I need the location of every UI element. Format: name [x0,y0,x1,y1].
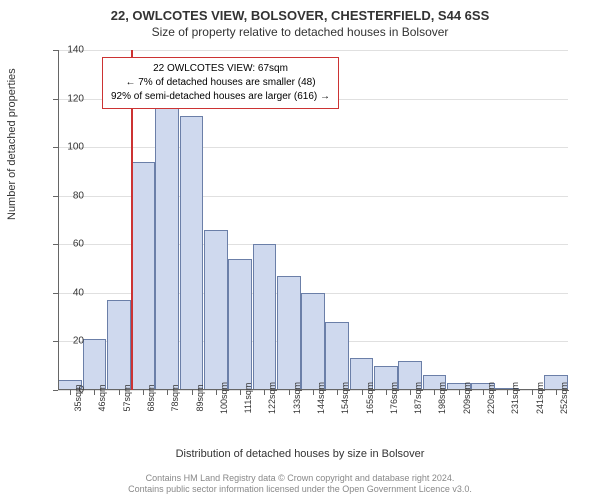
y-tick [53,99,58,100]
x-tick-label: 46sqm [97,384,107,411]
x-tick [362,390,363,395]
x-tick [483,390,484,395]
bar [301,293,325,390]
x-tick-label: 220sqm [486,382,496,414]
x-tick [240,390,241,395]
y-tick-label: 140 [54,45,84,56]
annotation-line2: ← 7% of detached houses are smaller (48) [111,76,330,90]
y-tick-label: 80 [54,190,84,201]
x-tick [289,390,290,395]
y-tick-label: 20 [54,336,84,347]
x-tick [70,390,71,395]
bar [325,322,349,390]
y-tick-label: 60 [54,239,84,250]
credit-line1: Contains HM Land Registry data © Crown c… [0,473,600,485]
y-tick-label: 100 [54,142,84,153]
y-axis-label: Number of detached properties [6,68,18,220]
x-tick-label: 78sqm [170,384,180,411]
x-tick [119,390,120,395]
x-tick [337,390,338,395]
annotation-line3: 92% of semi-detached houses are larger (… [111,90,330,104]
x-tick [434,390,435,395]
bar [155,103,179,390]
x-tick-label: 100sqm [219,382,229,414]
bar [204,230,228,390]
y-tick [53,293,58,294]
x-tick-label: 89sqm [195,384,205,411]
y-tick-label: 40 [54,287,84,298]
bar [131,162,155,390]
bar [107,300,131,390]
page-title: 22, OWLCOTES VIEW, BOLSOVER, CHESTERFIEL… [0,0,600,23]
x-tick-label: 187sqm [413,382,423,414]
x-tick [94,390,95,395]
x-tick [143,390,144,395]
bar [228,259,252,390]
x-tick [386,390,387,395]
x-tick-label: 111sqm [243,383,253,414]
x-tick [507,390,508,395]
y-tick-label: 120 [54,93,84,104]
bar [277,276,301,390]
y-tick [53,244,58,245]
x-tick [556,390,557,395]
x-tick-label: 154sqm [340,382,350,414]
credit-block: Contains HM Land Registry data © Crown c… [0,473,600,496]
x-tick-label: 231sqm [510,382,520,414]
x-tick-label: 198sqm [437,382,447,414]
y-tick [53,50,58,51]
x-tick-label: 133sqm [292,382,302,414]
x-tick [532,390,533,395]
annotation-box: 22 OWLCOTES VIEW: 67sqm ← 7% of detached… [102,57,339,109]
x-tick [167,390,168,395]
x-tick [410,390,411,395]
x-tick-label: 241sqm [535,382,545,414]
x-tick [192,390,193,395]
x-tick-label: 209sqm [462,382,472,414]
y-tick [53,196,58,197]
bar [83,339,107,390]
x-tick [264,390,265,395]
credit-line2: Contains public sector information licen… [0,484,600,496]
x-tick-label: 68sqm [146,384,156,411]
x-tick-label: 176sqm [389,382,399,414]
x-tick [216,390,217,395]
x-tick-label: 165sqm [365,382,375,414]
x-tick [313,390,314,395]
y-tick [53,147,58,148]
page-subtitle: Size of property relative to detached ho… [0,23,600,39]
annotation-line1: 22 OWLCOTES VIEW: 67sqm [111,62,330,76]
x-tick-label: 252sqm [559,382,569,414]
bar [253,244,277,390]
y-tick [53,390,58,391]
y-tick [53,341,58,342]
bar [180,116,204,390]
x-tick-label: 35sqm [73,384,83,411]
x-tick-label: 144sqm [316,382,326,414]
x-tick-label: 122sqm [267,382,277,414]
x-axis-label: Distribution of detached houses by size … [0,448,600,460]
x-tick [459,390,460,395]
